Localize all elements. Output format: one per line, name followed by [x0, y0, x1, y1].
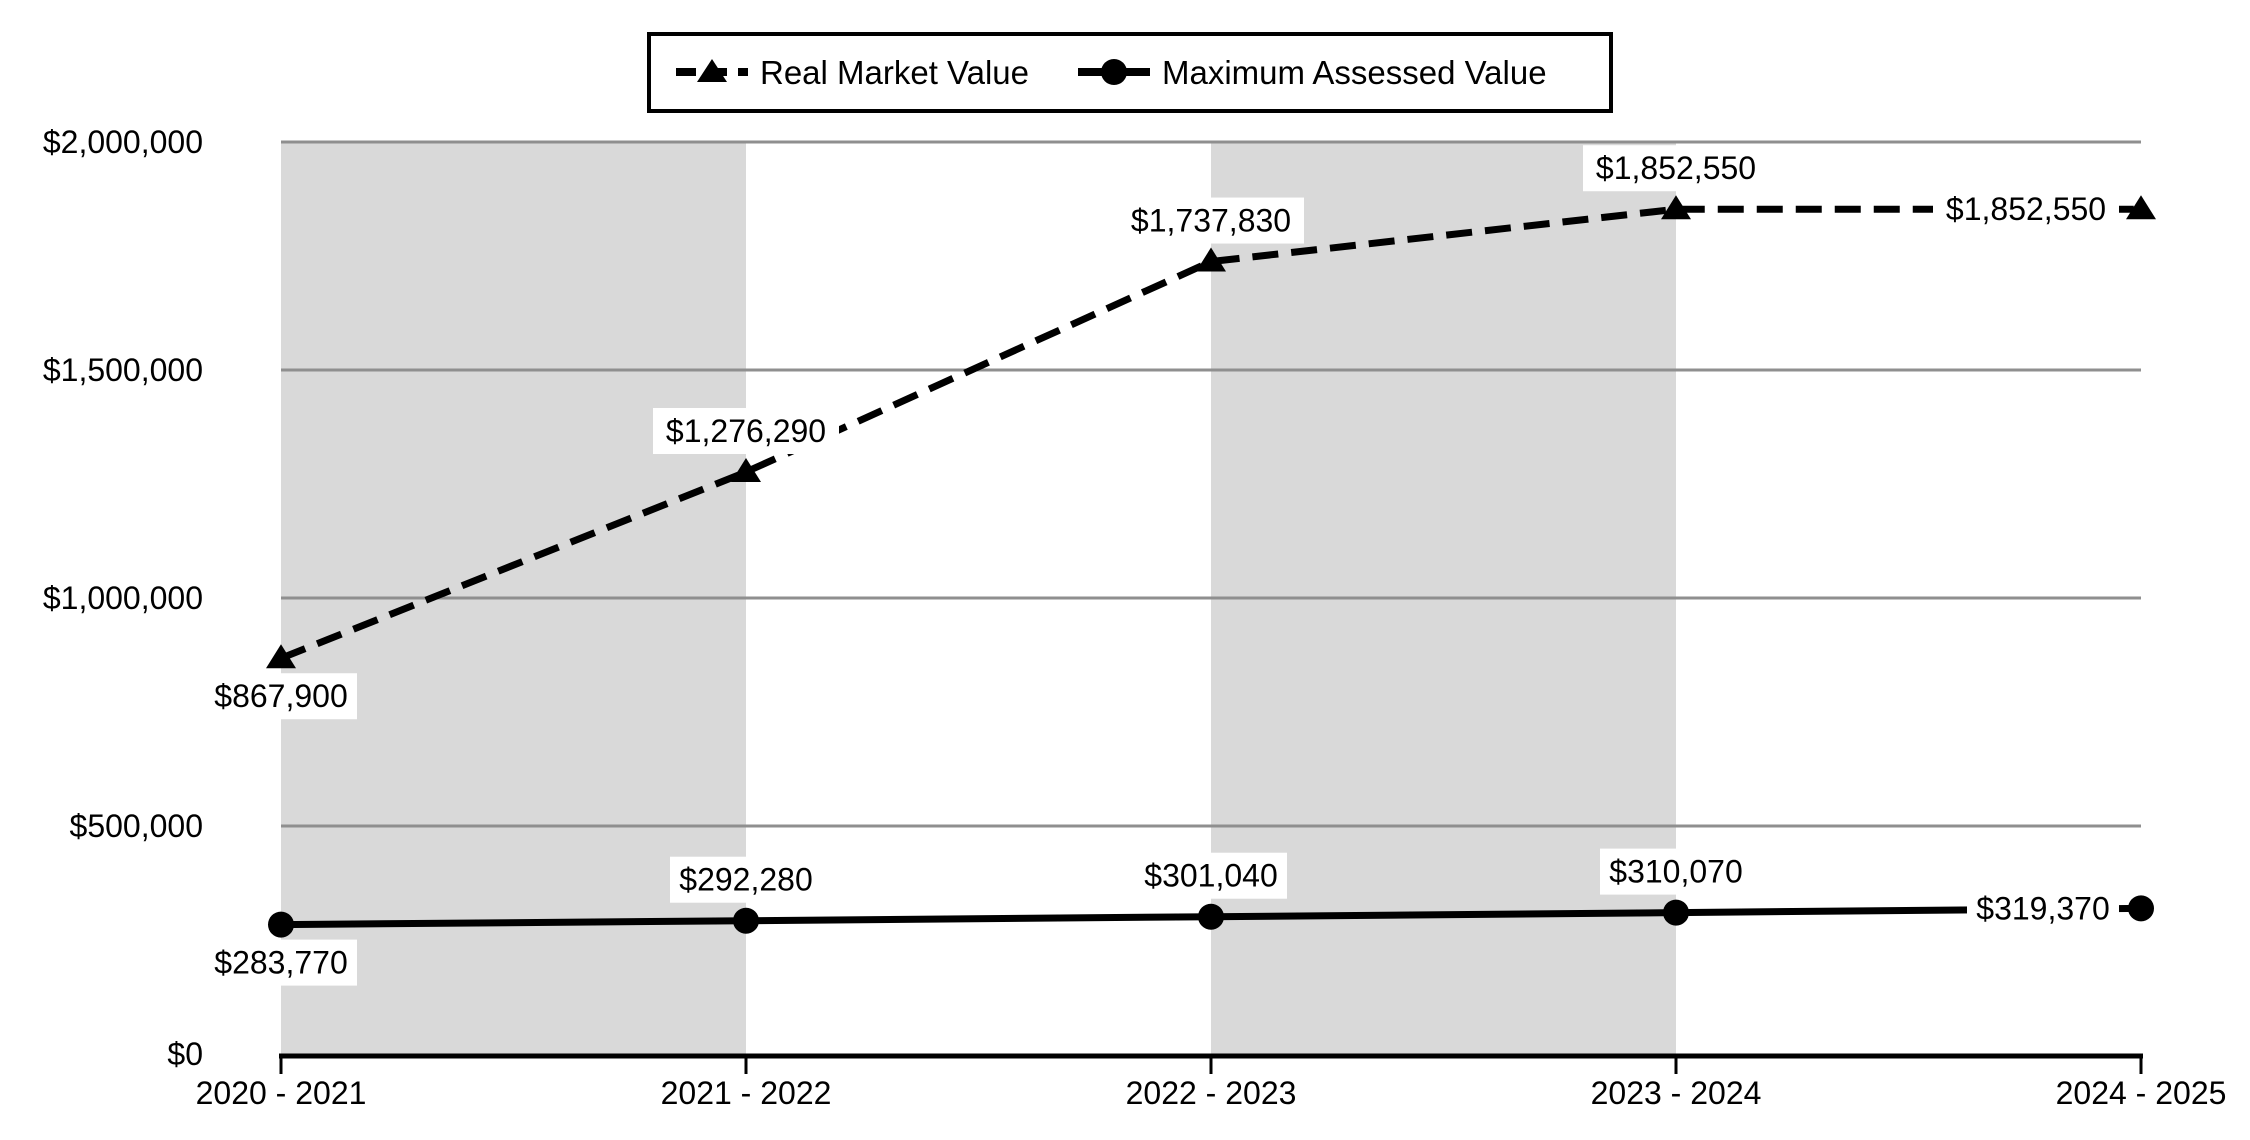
data-label-box — [205, 673, 357, 720]
circle-marker-icon — [1198, 903, 1224, 930]
y-tick-label: $1,000,000 — [43, 580, 203, 616]
y-tick-label: $500,000 — [70, 808, 203, 844]
data-label: $310,070 — [1609, 854, 1742, 890]
data-label: $301,040 — [1144, 858, 1277, 894]
triangle-marker-icon — [266, 644, 296, 669]
data-label-box — [1933, 186, 2119, 233]
data-label: $292,280 — [679, 862, 812, 898]
triangle-marker-icon — [697, 59, 727, 82]
circle-marker-icon — [1101, 59, 1127, 85]
data-label: $1,737,830 — [1131, 203, 1291, 239]
x-tick-label: 2024 - 2025 — [2056, 1075, 2227, 1111]
data-label-box — [1583, 145, 1769, 192]
circle-marker-icon — [268, 911, 294, 938]
y-tick-label: $0 — [167, 1036, 203, 1072]
circle-marker-icon — [1663, 899, 1689, 926]
data-label-box — [1967, 885, 2119, 932]
data-label-box — [1118, 197, 1304, 244]
y-tick-label: $1,500,000 — [43, 352, 203, 388]
x-tick-label: 2021 - 2022 — [661, 1075, 832, 1111]
data-label: $1,276,290 — [666, 413, 826, 449]
circle-marker-icon — [733, 907, 759, 934]
legend-label: Real Market Value — [760, 54, 1029, 91]
x-tick-label: 2023 - 2024 — [1591, 1075, 1762, 1111]
data-label-box — [1135, 852, 1287, 899]
data-label-box — [670, 856, 822, 903]
data-label-box — [653, 408, 839, 455]
circle-marker-icon — [2128, 895, 2154, 922]
data-label: $1,852,550 — [1596, 150, 1756, 186]
data-label: $1,852,550 — [1946, 191, 2106, 227]
triangle-marker-icon — [1661, 195, 1691, 220]
data-label-box — [1600, 848, 1752, 895]
data-label: $319,370 — [1976, 890, 2109, 926]
triangle-marker-icon — [731, 458, 761, 483]
triangle-marker-icon — [2126, 195, 2156, 220]
data-label: $283,770 — [214, 945, 347, 981]
x-tick-label: 2022 - 2023 — [1126, 1075, 1297, 1111]
legend-label: Maximum Assessed Value — [1162, 54, 1547, 91]
series-line-real-market-value — [279, 205, 2141, 662]
y-tick-label: $2,000,000 — [43, 124, 203, 160]
data-label-box — [205, 939, 357, 986]
data-label: $867,900 — [214, 678, 347, 714]
triangle-marker-icon — [1196, 247, 1226, 272]
x-tick-label: 2020 - 2021 — [196, 1075, 367, 1111]
